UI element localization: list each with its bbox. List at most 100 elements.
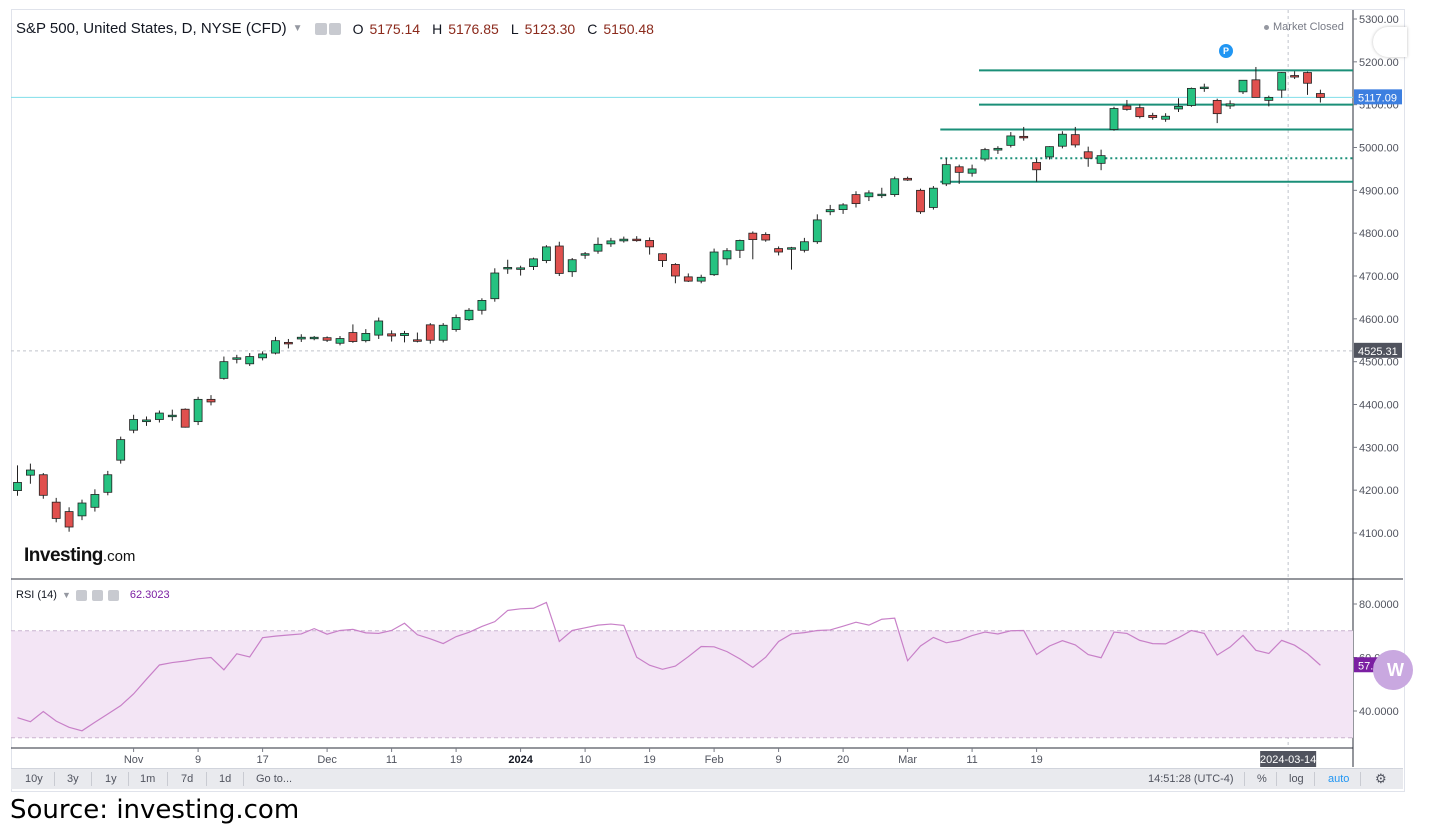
- rsi-label[interactable]: RSI (14): [16, 589, 57, 601]
- time-tick-label: 9: [776, 754, 782, 766]
- drawing-tools-button[interactable]: [1373, 27, 1407, 57]
- candle-body: [980, 149, 990, 160]
- candle-body: [51, 501, 61, 519]
- pivot-marker[interactable]: P: [1219, 44, 1233, 58]
- logo-text: Investing: [24, 545, 103, 566]
- current-price-tag: 5117.09: [1358, 92, 1397, 104]
- candle-body: [206, 398, 216, 403]
- candle-body: [232, 357, 242, 360]
- rsi-dropdown-icon[interactable]: ▼: [61, 590, 71, 600]
- candle-body: [245, 356, 255, 365]
- candle-body: [283, 341, 293, 345]
- candle-body: [438, 324, 448, 341]
- price-tick-label: 5200.00: [1359, 57, 1399, 69]
- crosshair-price-tag-bg: [1354, 342, 1402, 358]
- candle-body: [400, 332, 409, 336]
- candle-body: [554, 245, 564, 274]
- timeframe-7d[interactable]: 7d: [181, 773, 194, 785]
- candle-body: [1225, 103, 1235, 107]
- symbol-dropdown-icon[interactable]: ▼: [292, 23, 303, 34]
- candle-body: [683, 276, 693, 282]
- time-tick-label: 9: [195, 754, 201, 766]
- market-status: Market Closed: [1264, 21, 1344, 33]
- candle-body: [800, 241, 809, 251]
- rsi-tick-label: 40.0000: [1359, 706, 1399, 718]
- candle-body: [761, 234, 771, 241]
- status-dot-icon: [1264, 24, 1269, 30]
- visibility-icon[interactable]: [314, 22, 327, 35]
- candle-body: [180, 408, 190, 428]
- candle-body: [1174, 105, 1183, 110]
- goto-button[interactable]: Go to...: [256, 773, 293, 785]
- candle-body: [451, 317, 461, 330]
- candle-body: [425, 324, 435, 341]
- candle-body: [645, 240, 654, 248]
- price-tick-label: 5300.00: [1359, 14, 1399, 26]
- rsi-header: RSI (14) ▼ 62.3023: [16, 589, 170, 601]
- candle-body: [1238, 79, 1248, 93]
- candle-body: [542, 246, 551, 261]
- candle-body: [1251, 79, 1261, 98]
- rsi-close-icon[interactable]: [107, 589, 119, 601]
- candle-body: [580, 253, 590, 256]
- logo-suffix: .com: [102, 548, 136, 565]
- candle-body: [335, 338, 345, 344]
- time-tick-label: Nov: [124, 754, 144, 766]
- timeframe-10y[interactable]: 10y: [25, 773, 43, 785]
- rsi-visibility-icon[interactable]: [75, 589, 87, 601]
- candle-body: [464, 309, 474, 321]
- candle-body: [696, 276, 706, 282]
- rsi-line: [17, 601, 1321, 732]
- percent-toggle[interactable]: %: [1257, 773, 1267, 785]
- low-value: 5123.30: [524, 20, 576, 37]
- symbol-title[interactable]: S&P 500, United States, D, NYSE (CFD): [16, 20, 287, 37]
- crosshair-price-tag: 4525.31: [1358, 346, 1398, 358]
- price-tick-label: 4500.00: [1359, 357, 1399, 369]
- price-tick-label: 5000.00: [1359, 143, 1399, 155]
- candle-body: [1303, 72, 1312, 84]
- gear-icon[interactable]: ⚙: [1375, 771, 1387, 786]
- candle-body: [967, 168, 977, 174]
- candle-body: [993, 147, 1003, 151]
- candle-body: [387, 333, 397, 337]
- market-status-text: Market Closed: [1273, 21, 1344, 33]
- log-toggle[interactable]: log: [1289, 773, 1304, 785]
- candle-body: [658, 253, 667, 261]
- open-value: 5175.14: [369, 20, 421, 37]
- price-tick-label: 4300.00: [1359, 442, 1399, 454]
- rsi-settings-icon[interactable]: [91, 589, 103, 601]
- auto-toggle[interactable]: auto: [1328, 773, 1350, 785]
- candle-body: [709, 251, 719, 276]
- candle-body: [258, 353, 268, 359]
- candle-body: [954, 166, 964, 173]
- candle-body: [929, 187, 938, 208]
- candle-body: [774, 248, 783, 253]
- crosshair-date-tag: 2024-03-14: [1260, 754, 1316, 766]
- candle-body: [103, 474, 113, 493]
- candle-body: [1096, 155, 1106, 164]
- time-tick-label: 19: [643, 754, 655, 766]
- candle-body: [877, 193, 887, 197]
- candle-body: [903, 177, 912, 181]
- price-tick-label: 4400.00: [1359, 400, 1399, 412]
- candle-body: [1058, 133, 1067, 147]
- candle-body: [632, 238, 642, 242]
- candle-body: [490, 272, 500, 300]
- widget-badge-icon[interactable]: W: [1373, 650, 1413, 690]
- candle-body: [38, 474, 48, 496]
- candle-body: [142, 419, 151, 423]
- timeframe-1m[interactable]: 1m: [140, 773, 156, 785]
- candle-body: [193, 398, 203, 423]
- candle-body: [1070, 134, 1080, 146]
- timeframe-3y[interactable]: 3y: [67, 773, 79, 785]
- settings-icon[interactable]: [328, 22, 341, 35]
- candle-body: [851, 194, 861, 205]
- candle-body: [916, 189, 925, 213]
- timeframe-1y[interactable]: 1y: [105, 773, 117, 785]
- candle-body: [864, 192, 874, 198]
- candle-body: [1199, 86, 1209, 90]
- candle-body: [1019, 135, 1029, 139]
- timeframe-1d[interactable]: 1d: [219, 773, 232, 785]
- candle-body: [90, 494, 100, 508]
